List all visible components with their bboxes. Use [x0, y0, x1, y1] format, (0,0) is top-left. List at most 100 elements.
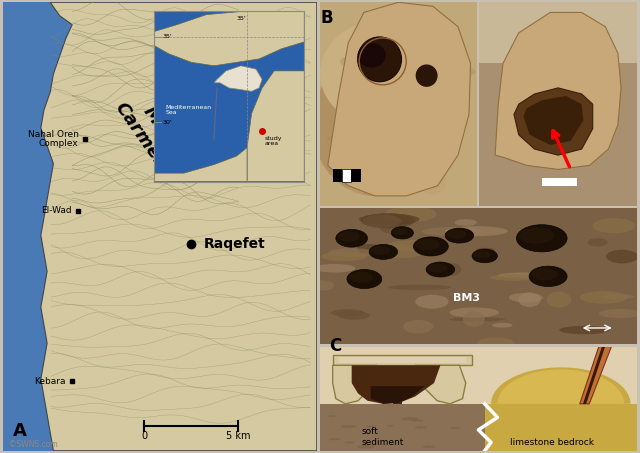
Ellipse shape [422, 445, 436, 448]
Ellipse shape [351, 94, 372, 121]
Ellipse shape [328, 248, 374, 257]
Ellipse shape [349, 271, 373, 283]
Ellipse shape [392, 228, 408, 235]
Ellipse shape [391, 226, 413, 239]
Ellipse shape [519, 227, 554, 244]
Polygon shape [214, 66, 262, 92]
Ellipse shape [415, 64, 438, 87]
Ellipse shape [399, 98, 435, 109]
Ellipse shape [378, 245, 424, 258]
Ellipse shape [369, 245, 397, 259]
Ellipse shape [338, 311, 370, 320]
Bar [393, 395, 403, 404]
Ellipse shape [422, 227, 482, 236]
Ellipse shape [356, 244, 383, 254]
Ellipse shape [341, 425, 356, 428]
Bar [479, 2, 637, 63]
Ellipse shape [347, 171, 369, 194]
Ellipse shape [337, 231, 360, 242]
Text: El-Wad: El-Wad [42, 206, 72, 215]
Ellipse shape [357, 445, 374, 448]
Text: Raqefet: Raqefet [204, 237, 266, 251]
Ellipse shape [531, 268, 557, 280]
Polygon shape [154, 11, 304, 66]
Ellipse shape [328, 438, 340, 440]
Polygon shape [333, 365, 377, 404]
Ellipse shape [472, 249, 497, 263]
Polygon shape [352, 365, 440, 404]
Ellipse shape [516, 225, 567, 252]
Text: Kebara: Kebara [35, 377, 66, 386]
Text: B: B [320, 9, 333, 27]
Ellipse shape [358, 37, 401, 82]
Ellipse shape [463, 311, 485, 327]
Ellipse shape [599, 309, 640, 318]
Text: BM3: BM3 [453, 293, 480, 303]
Ellipse shape [476, 248, 495, 252]
Ellipse shape [392, 26, 428, 53]
Text: soft
sediment: soft sediment [361, 427, 404, 447]
Ellipse shape [358, 43, 386, 67]
Ellipse shape [417, 132, 450, 162]
Text: C: C [330, 337, 342, 355]
Ellipse shape [366, 425, 376, 428]
Ellipse shape [401, 417, 419, 420]
Ellipse shape [314, 264, 355, 273]
Ellipse shape [474, 251, 491, 259]
Ellipse shape [580, 291, 627, 304]
Text: study
area: study area [265, 135, 283, 146]
Text: ©SWNS.com: ©SWNS.com [10, 440, 58, 449]
Ellipse shape [379, 218, 402, 234]
Text: 35': 35' [237, 16, 246, 21]
Ellipse shape [426, 262, 454, 277]
Text: 0: 0 [141, 431, 147, 441]
Polygon shape [497, 370, 624, 404]
Ellipse shape [403, 320, 433, 333]
Text: 30': 30' [163, 120, 173, 125]
Ellipse shape [559, 326, 610, 334]
Ellipse shape [477, 337, 515, 349]
Polygon shape [495, 12, 621, 169]
Ellipse shape [415, 426, 427, 429]
Polygon shape [524, 96, 583, 145]
Bar [484, 404, 637, 451]
Polygon shape [371, 386, 424, 404]
Bar [351, 169, 361, 182]
Ellipse shape [336, 229, 367, 247]
Ellipse shape [419, 170, 446, 194]
Ellipse shape [413, 237, 448, 256]
Ellipse shape [388, 284, 451, 290]
Polygon shape [41, 2, 317, 451]
Text: A: A [13, 422, 26, 440]
Bar [542, 178, 577, 186]
Ellipse shape [437, 149, 447, 164]
Polygon shape [583, 347, 605, 404]
Ellipse shape [412, 419, 423, 422]
Ellipse shape [386, 240, 447, 251]
Ellipse shape [383, 57, 418, 63]
Ellipse shape [328, 415, 336, 417]
Ellipse shape [593, 218, 635, 233]
Ellipse shape [606, 250, 638, 263]
Ellipse shape [602, 294, 634, 299]
Bar [320, 404, 484, 451]
Ellipse shape [347, 270, 382, 289]
Text: Mediterranean
Sea: Mediterranean Sea [166, 105, 212, 116]
Polygon shape [328, 2, 470, 196]
Ellipse shape [362, 214, 401, 227]
Bar [339, 357, 466, 363]
Ellipse shape [340, 57, 356, 66]
Ellipse shape [450, 427, 460, 429]
Ellipse shape [428, 264, 447, 273]
Ellipse shape [415, 295, 449, 308]
Ellipse shape [351, 97, 376, 104]
Ellipse shape [518, 293, 541, 307]
Ellipse shape [449, 308, 499, 318]
Ellipse shape [445, 263, 461, 276]
Ellipse shape [445, 228, 474, 243]
Polygon shape [415, 365, 466, 404]
Ellipse shape [321, 252, 367, 261]
Ellipse shape [449, 317, 505, 322]
Polygon shape [491, 367, 630, 404]
Ellipse shape [547, 292, 571, 308]
